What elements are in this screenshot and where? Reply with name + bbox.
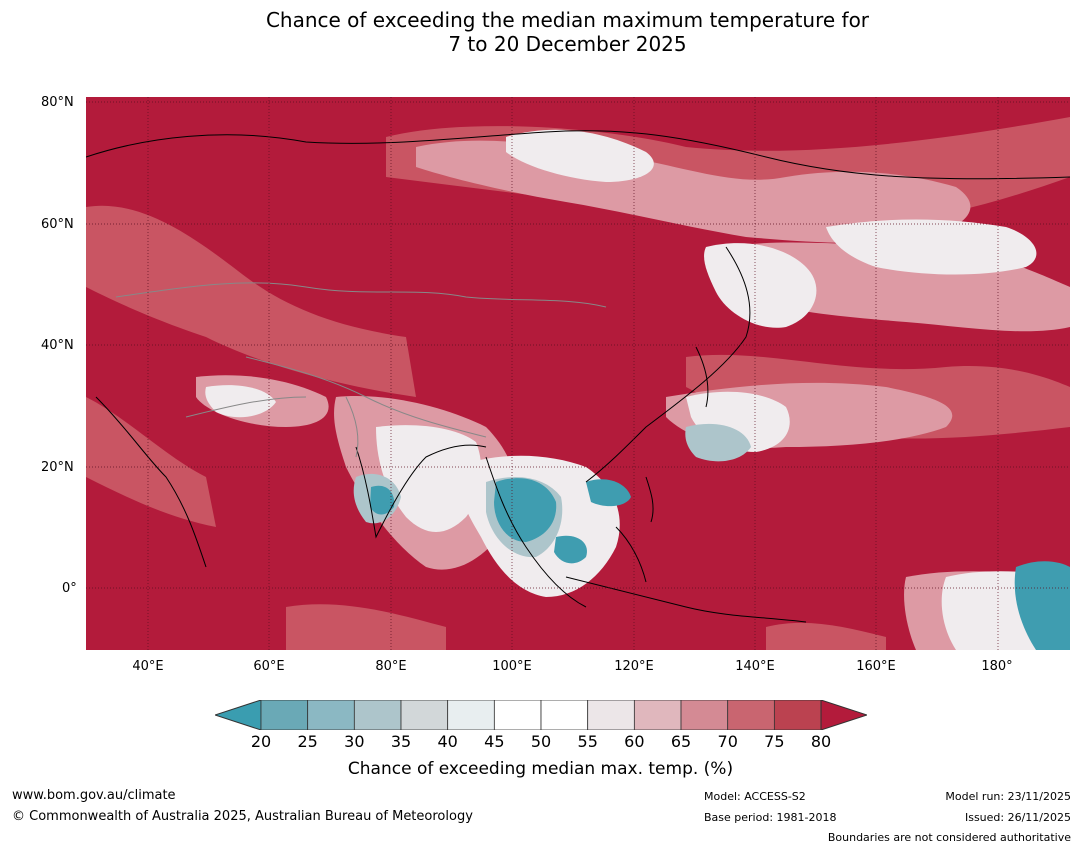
graticule	[86, 97, 1070, 650]
colorbar-segment	[727, 700, 775, 730]
colorbar-segment	[540, 700, 589, 730]
lon-label-80e: 80°E	[375, 659, 407, 674]
lon-label-40e: 40°E	[132, 659, 164, 674]
colorbar-segment	[447, 700, 495, 730]
lat-label-0: 0°	[62, 581, 77, 596]
colorbar-tick-label: 60	[624, 732, 645, 751]
colorbar-segment	[260, 700, 309, 730]
probability-map	[86, 97, 1070, 650]
lat-label-20n: 20°N	[41, 460, 74, 475]
lon-label-160e: 160°E	[856, 659, 896, 674]
issued-date: Issued: 26/11/2025	[964, 811, 1071, 824]
title-line-2: 7 to 20 December 2025	[448, 32, 687, 56]
lon-label-140e: 140°E	[735, 659, 775, 674]
colorbar-tick-label: 40	[437, 732, 458, 751]
country-borders	[115, 282, 607, 458]
colorbar	[215, 700, 867, 730]
lat-label-40n: 40°N	[41, 338, 74, 353]
colorbar-segment	[353, 700, 402, 730]
map-title: Chance of exceeding the median maximum t…	[0, 8, 1081, 56]
colorbar-tick-label: 55	[577, 732, 598, 751]
colorbar-tick-label: 80	[810, 732, 832, 751]
colorbar-under-arrow	[215, 700, 262, 730]
colorbar-segment	[633, 700, 682, 730]
title-line-1: Chance of exceeding the median maximum t…	[265, 8, 870, 32]
colorbar-segment	[400, 700, 449, 730]
model-name: Model: ACCESS-S2	[704, 790, 806, 803]
lat-label-80n: 80°N	[41, 95, 74, 110]
lon-label-100e: 100°E	[492, 659, 532, 674]
colorbar-label: Chance of exceeding median max. temp. (%…	[347, 759, 734, 779]
base-period: Base period: 1981-2018	[704, 811, 837, 824]
colorbar-segment	[307, 700, 355, 730]
colorbar-segment	[493, 700, 542, 730]
colorbar-tick-label: 45	[484, 732, 505, 751]
lon-label-180: 180°	[981, 659, 1013, 674]
lon-label-60e: 60°E	[253, 659, 285, 674]
colorbar-over-arrow	[820, 700, 867, 730]
colorbar-tick-label: 50	[530, 732, 552, 751]
colorbar-segment	[587, 700, 635, 730]
colorbar-tick-label: 20	[250, 732, 272, 751]
website-link[interactable]: www.bom.gov.au/climate	[12, 788, 176, 803]
colorbar-tick-label: 70	[717, 732, 738, 751]
colorbar-tick-label: 75	[764, 732, 785, 751]
colorbar-tick-label: 35	[390, 732, 412, 751]
copyright-text: © Commonwealth of Australia 2025, Austra…	[12, 809, 473, 824]
colorbar-tick-label: 65	[670, 732, 692, 751]
colorbar-segment	[680, 700, 729, 730]
model-run: Model run: 23/11/2025	[945, 790, 1071, 803]
lat-label-60n: 60°N	[41, 217, 74, 232]
band-20-35	[370, 478, 1070, 650]
lon-label-120e: 120°E	[614, 659, 654, 674]
boundaries-note: Boundaries are not considered authoritat…	[827, 831, 1071, 844]
map-canvas	[86, 97, 1070, 650]
coastlines	[86, 130, 1070, 623]
colorbar-tick-label: 25	[297, 732, 318, 751]
colorbar-tick-label: 30	[344, 732, 365, 751]
colorbar-segment	[773, 700, 822, 730]
